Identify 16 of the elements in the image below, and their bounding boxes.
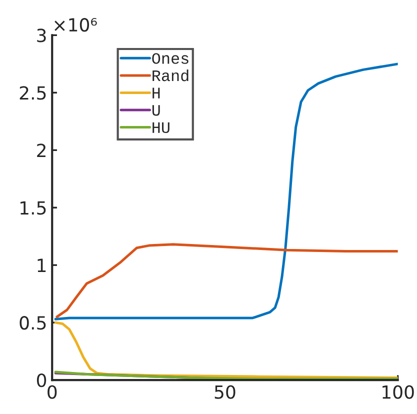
legend-label: Ones	[152, 53, 188, 64]
legend-label: Rand	[152, 69, 188, 82]
x-tick-label: 0	[48, 385, 57, 399]
text: ×10⁶	[54, 18, 97, 32]
legend-label: HU	[152, 122, 170, 134]
y-tick-label: 0.5	[20, 316, 46, 330]
y-tick-label: 2	[37, 144, 46, 158]
y-tick-label: 2.5	[20, 86, 46, 100]
y-tick-label: 0	[36, 374, 46, 388]
y-tick-label: 1.5	[20, 201, 46, 215]
y-tick-label: 1	[38, 258, 46, 272]
legend-label: H	[152, 88, 160, 98]
x-tick-label: 50	[214, 385, 236, 399]
legend-label: U	[152, 105, 160, 116]
x-tick-label: 100	[382, 385, 414, 399]
y-tick-label: 3	[37, 28, 46, 42]
